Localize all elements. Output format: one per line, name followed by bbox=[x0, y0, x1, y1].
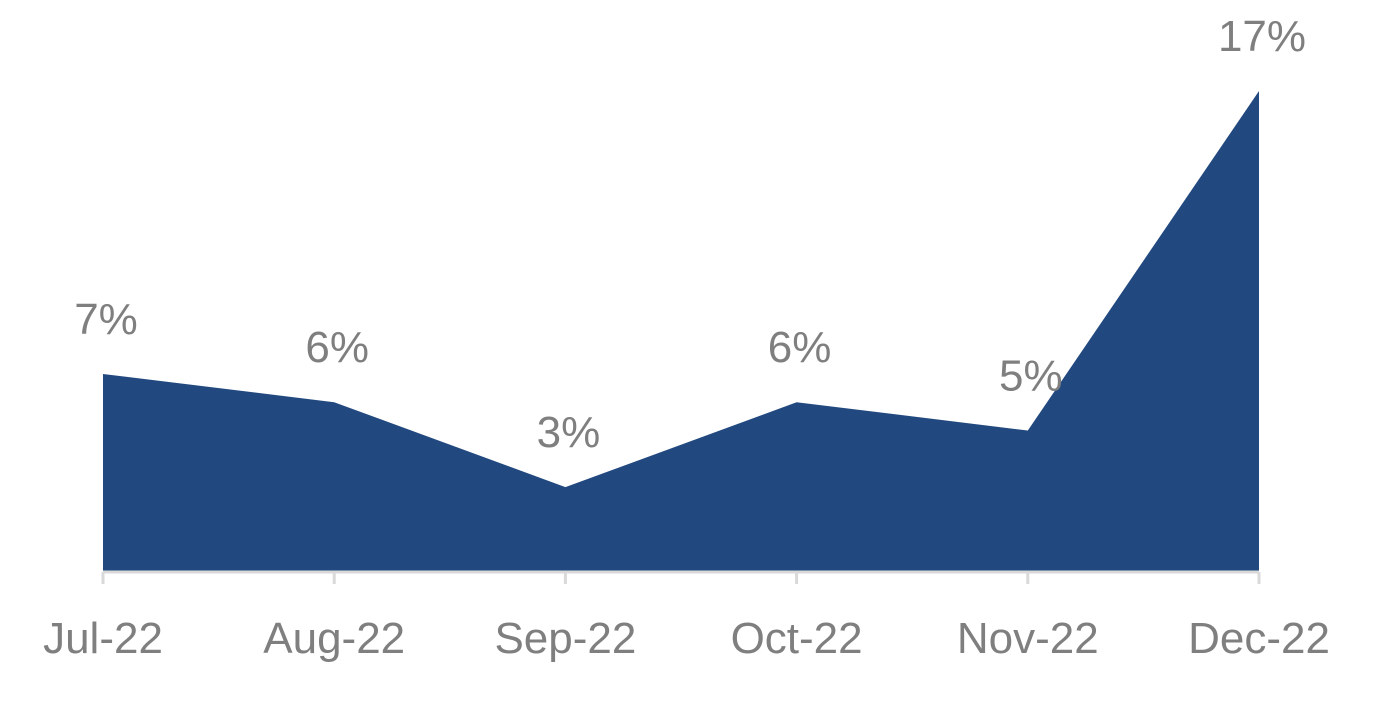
data-label: 7% bbox=[74, 295, 138, 344]
area-layer bbox=[103, 91, 1259, 572]
data-labels: 7% 6% 3% 6% 5% 17% bbox=[74, 12, 1306, 457]
data-label: 17% bbox=[1218, 12, 1306, 61]
x-tick-label: Nov-22 bbox=[957, 614, 1099, 663]
area-series bbox=[103, 91, 1259, 572]
data-label: 5% bbox=[999, 352, 1063, 401]
data-label: 6% bbox=[305, 323, 369, 372]
x-tick-label: Sep-22 bbox=[494, 614, 636, 663]
x-axis bbox=[101, 570, 1261, 584]
data-label: 3% bbox=[537, 408, 601, 457]
data-label: 6% bbox=[768, 323, 832, 372]
x-tick-label: Jul-22 bbox=[43, 614, 163, 663]
x-tick-label: Dec-22 bbox=[1188, 614, 1330, 663]
x-tick-labels: Jul-22 Aug-22 Sep-22 Oct-22 Nov-22 Dec-22 bbox=[43, 614, 1330, 663]
x-tick-label: Aug-22 bbox=[263, 614, 405, 663]
x-tick-label: Oct-22 bbox=[731, 614, 863, 663]
